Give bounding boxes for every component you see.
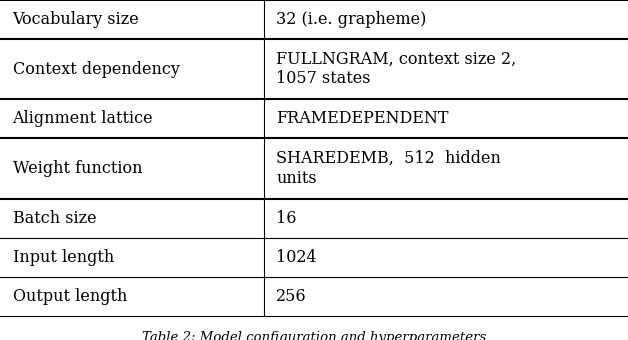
Text: FRAMEDEPENDENT: FRAMEDEPENDENT bbox=[276, 110, 449, 127]
Text: 16: 16 bbox=[276, 209, 297, 226]
Text: Batch size: Batch size bbox=[13, 209, 96, 226]
Text: Weight function: Weight function bbox=[13, 160, 142, 177]
Text: Input length: Input length bbox=[13, 249, 114, 266]
Text: Context dependency: Context dependency bbox=[13, 61, 180, 78]
Text: Vocabulary size: Vocabulary size bbox=[13, 11, 139, 28]
Text: Alignment lattice: Alignment lattice bbox=[13, 110, 153, 127]
Text: units: units bbox=[276, 170, 317, 187]
Text: 1057 states: 1057 states bbox=[276, 70, 371, 87]
Text: FULLNGRAM, context size 2,: FULLNGRAM, context size 2, bbox=[276, 51, 517, 68]
Text: 256: 256 bbox=[276, 288, 307, 305]
Text: 1024: 1024 bbox=[276, 249, 317, 266]
Text: 32 (i.e. grapheme): 32 (i.e. grapheme) bbox=[276, 11, 426, 28]
Text: Table 2: Model configuration and hyperparameters: Table 2: Model configuration and hyperpa… bbox=[142, 331, 486, 340]
Text: SHAREDEMB,  512  hidden: SHAREDEMB, 512 hidden bbox=[276, 150, 501, 167]
Text: Output length: Output length bbox=[13, 288, 127, 305]
